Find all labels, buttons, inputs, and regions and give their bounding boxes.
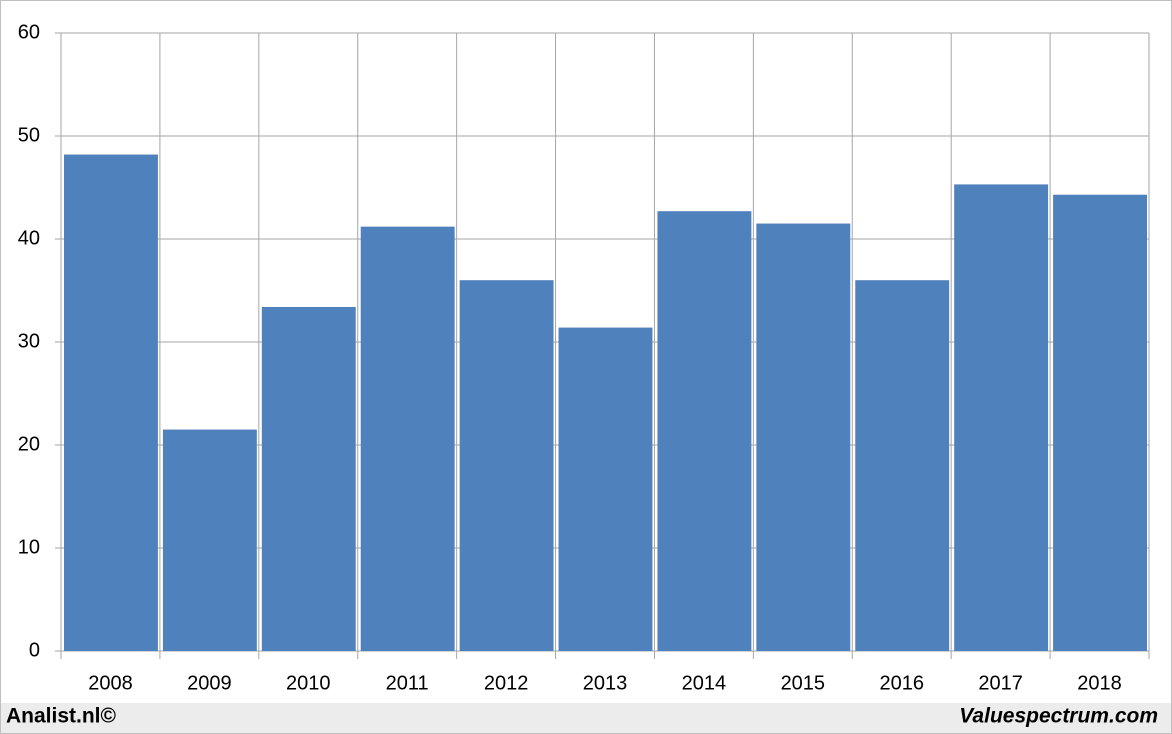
bar	[360, 226, 455, 651]
bar	[162, 429, 257, 651]
bar	[558, 327, 653, 651]
x-tick-label: 2015	[781, 672, 826, 694]
x-tick-label: 2009	[187, 672, 232, 694]
y-tick-label: 20	[18, 433, 40, 455]
bar	[954, 184, 1049, 651]
bar	[756, 223, 851, 652]
x-tick-label: 2012	[484, 672, 529, 694]
x-tick-label: 2010	[286, 672, 331, 694]
y-tick-label: 50	[18, 124, 40, 146]
x-tick-label: 2018	[1077, 672, 1122, 694]
x-tick-label: 2008	[88, 672, 133, 694]
bar	[1053, 194, 1147, 651]
y-tick-label: 10	[18, 536, 40, 558]
footer-band	[1, 703, 1171, 733]
bar	[64, 154, 158, 652]
y-tick-label: 40	[18, 227, 40, 249]
y-tick-label: 0	[29, 639, 40, 661]
x-tick-label: 2017	[978, 672, 1023, 694]
x-tick-label: 2011	[386, 672, 429, 694]
footer-left: Analist.nl©	[6, 705, 117, 728]
y-tick-label: 30	[18, 330, 40, 352]
y-tick-label: 60	[18, 21, 40, 43]
x-tick-label: 2013	[583, 672, 628, 694]
bar	[261, 306, 356, 651]
x-tick-label: 2014	[682, 672, 727, 694]
x-tick-label: 2016	[879, 672, 924, 694]
bar	[855, 280, 950, 651]
bar	[657, 211, 752, 651]
footer-right: Valuespectrum.com	[959, 705, 1158, 728]
bar	[459, 280, 554, 651]
